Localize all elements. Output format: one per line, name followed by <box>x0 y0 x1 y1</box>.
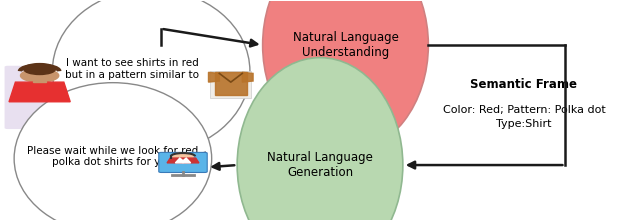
Polygon shape <box>33 81 46 82</box>
Ellipse shape <box>14 83 212 221</box>
Circle shape <box>24 64 56 74</box>
Polygon shape <box>9 82 70 102</box>
Polygon shape <box>167 158 199 163</box>
FancyBboxPatch shape <box>4 66 75 129</box>
Polygon shape <box>65 106 122 117</box>
Text: Color: Red; Pattern: Polka dot
Type:Shirt: Color: Red; Pattern: Polka dot Type:Shir… <box>442 105 605 129</box>
Text: Natural Language
Understanding: Natural Language Understanding <box>292 31 399 59</box>
Circle shape <box>173 153 193 160</box>
FancyBboxPatch shape <box>211 71 251 98</box>
Ellipse shape <box>262 0 428 152</box>
Circle shape <box>20 69 59 82</box>
Text: I want to see shirts in red
but in a pattern similar to: I want to see shirts in red but in a pat… <box>65 58 199 80</box>
Polygon shape <box>209 72 220 82</box>
Text: Please wait while we look for red
polka dot shirts for you: Please wait while we look for red polka … <box>28 145 198 167</box>
Polygon shape <box>175 158 183 163</box>
Ellipse shape <box>52 0 250 153</box>
Polygon shape <box>215 72 246 95</box>
Ellipse shape <box>237 58 403 221</box>
Polygon shape <box>243 72 253 82</box>
Polygon shape <box>183 152 205 165</box>
FancyBboxPatch shape <box>159 152 207 172</box>
Polygon shape <box>183 158 191 163</box>
Text: Semantic Frame: Semantic Frame <box>470 78 577 91</box>
Text: Natural Language
Generation: Natural Language Generation <box>267 151 373 179</box>
